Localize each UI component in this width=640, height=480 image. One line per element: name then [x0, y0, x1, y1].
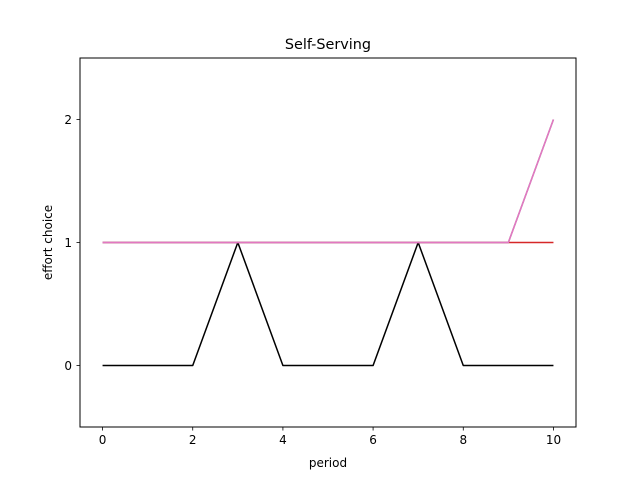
x-tick-label: 0 — [99, 433, 107, 447]
y-axis-ticks: 0 1 2 — [64, 113, 80, 373]
series-line-3 — [102, 119, 555, 244]
y-tick-label: 1 — [64, 236, 72, 250]
chart-title: Self-Serving — [285, 37, 371, 53]
y-axis-label: effort choice — [41, 205, 55, 280]
x-axis-label: period — [309, 456, 347, 470]
x-axis-ticks: 0 2 4 6 8 10 — [99, 427, 561, 447]
x-tick-label: 4 — [279, 433, 287, 447]
series-layer — [102, 119, 555, 367]
x-tick-label: 2 — [189, 433, 197, 447]
y-tick-label: 2 — [64, 113, 72, 127]
series-line-0 — [102, 241, 554, 367]
x-tick-label: 6 — [369, 433, 377, 447]
y-tick-label: 0 — [64, 359, 72, 373]
x-tick-label: 8 — [459, 433, 467, 447]
x-tick-label: 10 — [546, 433, 561, 447]
